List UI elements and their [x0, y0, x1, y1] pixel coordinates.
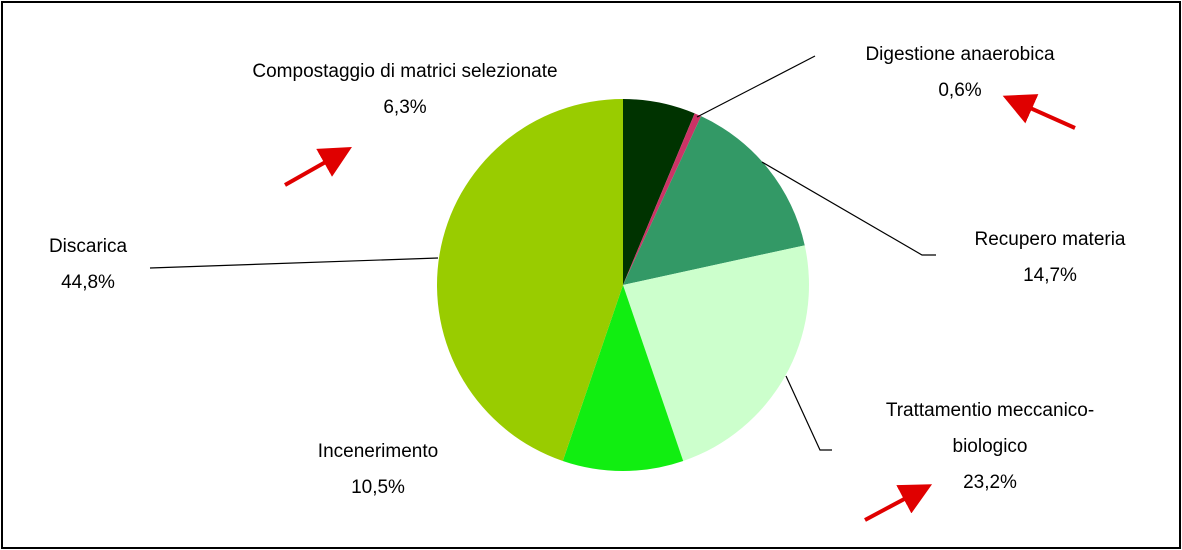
- value-label: 23,2%: [963, 472, 1017, 493]
- slice-label: Trattamentio meccanico-biologico 23,2%: [855, 393, 1125, 501]
- pie-slice: [437, 98, 623, 461]
- category-label: Compostaggio di matrici selezionate: [252, 61, 558, 82]
- value-label: 44,8%: [61, 272, 115, 293]
- leader-line: [696, 55, 816, 118]
- leader-line: [761, 161, 936, 256]
- value-label: 10,5%: [351, 477, 405, 498]
- category-label: Discarica: [48, 236, 128, 257]
- pie-slice: [623, 116, 805, 285]
- slice-label: Digestione anaerobica 0,6%: [810, 37, 1110, 109]
- category-label: Digestione anaerobica: [865, 44, 1055, 65]
- value-label: 14,7%: [1023, 265, 1077, 286]
- value-label: 0,6%: [938, 80, 982, 101]
- arrows: [284, 94, 1076, 522]
- arrow: [284, 147, 352, 187]
- slice-label: Compostaggio di matrici selezionate 6,3%: [235, 54, 575, 126]
- leader-line: [149, 257, 439, 269]
- slices: [437, 98, 809, 471]
- leader-line: [785, 375, 832, 451]
- pie-slice: [562, 285, 684, 471]
- pie-slice: [623, 99, 695, 285]
- category-label: Incenerimento: [317, 441, 439, 462]
- arrow: [1002, 94, 1076, 130]
- pie-slice: [623, 113, 702, 285]
- arrow: [864, 484, 933, 522]
- category-label: Trattamentio meccanico-biologico: [885, 400, 1095, 457]
- slice-label: Incenerimento 10,5%: [248, 434, 508, 506]
- value-label: 6,3%: [383, 97, 427, 118]
- pie-slice: [623, 245, 809, 461]
- category-label: Recupero materia: [974, 229, 1126, 250]
- slice-label: Discarica 44,8%: [3, 229, 173, 301]
- leader-lines: [149, 55, 936, 451]
- slice-label: Recupero materia 14,7%: [920, 222, 1180, 294]
